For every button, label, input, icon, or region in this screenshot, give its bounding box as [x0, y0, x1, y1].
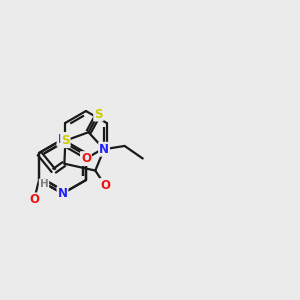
Text: O: O [29, 194, 39, 206]
Text: O: O [100, 179, 110, 192]
Text: S: S [61, 134, 70, 147]
Text: O: O [81, 152, 91, 165]
Text: S: S [94, 108, 103, 121]
Text: N: N [58, 187, 68, 200]
Text: N: N [99, 143, 109, 156]
Text: N: N [58, 133, 68, 146]
Text: H: H [40, 179, 48, 189]
